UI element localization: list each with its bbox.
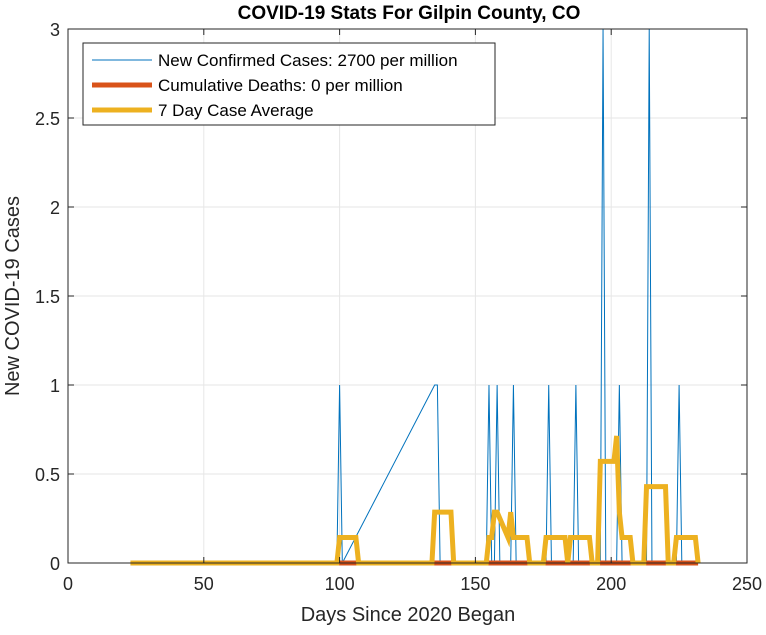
legend-label-1: New Confirmed Cases: 2700 per million <box>158 51 458 70</box>
y-tick-label: 1 <box>50 376 60 396</box>
y-tick-label: 0 <box>50 554 60 574</box>
y-tick-label: 2.5 <box>35 109 60 129</box>
x-tick-label: 150 <box>460 574 490 594</box>
y-tick-label: 3 <box>50 20 60 40</box>
x-tick-label: 50 <box>194 574 214 594</box>
x-tick-label: 100 <box>325 574 355 594</box>
y-tick-label: 0.5 <box>35 465 60 485</box>
legend: New Confirmed Cases: 2700 per million Cum… <box>82 42 496 126</box>
y-tick-label: 2 <box>50 198 60 218</box>
series-line-1 <box>130 28 699 564</box>
x-tick-label: 250 <box>732 574 762 594</box>
y-tick-label: 1.5 <box>35 287 60 307</box>
y-axis-label: New COVID-19 Cases <box>2 196 24 396</box>
legend-label-2: Cumulative Deaths: 0 per million <box>158 76 403 95</box>
legend-label-3: 7 Day Case Average <box>158 101 314 120</box>
x-tick-label: 200 <box>596 574 626 594</box>
chart-title: COVID-19 Stats For Gilpin County, CO <box>238 3 581 24</box>
x-axis-label: Days Since 2020 Began <box>301 604 516 626</box>
axes: 0 50 100 150 200 250 0 0.5 1 1.5 2 2.5 3 <box>35 20 762 594</box>
x-tick-label: 0 <box>63 574 73 594</box>
